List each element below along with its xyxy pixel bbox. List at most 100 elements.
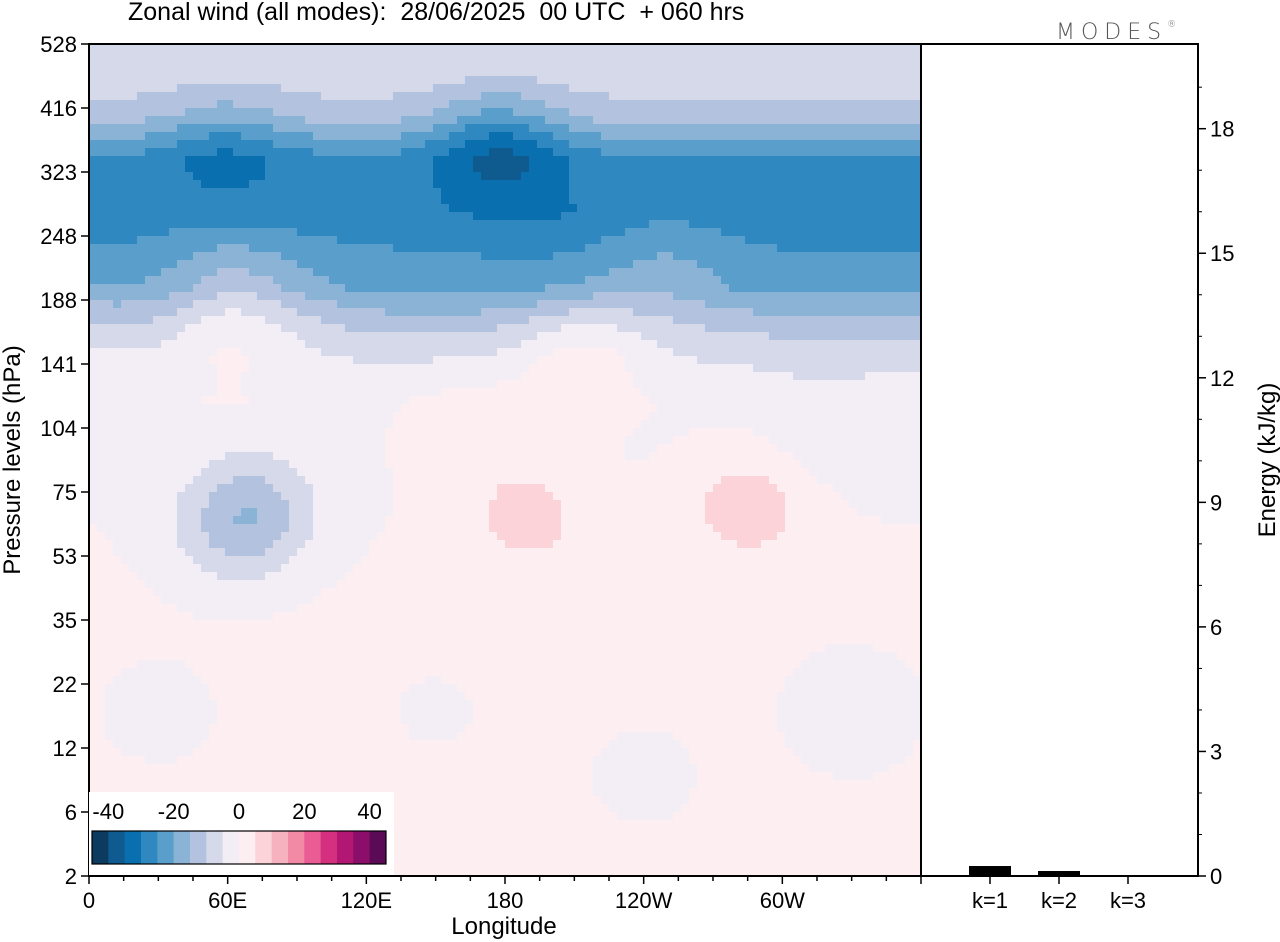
- heatmap-cell: [249, 212, 258, 221]
- heatmap-cell: [785, 380, 794, 389]
- heatmap-cell: [793, 132, 802, 141]
- heatmap-cell: [145, 148, 154, 157]
- heatmap-cell: [145, 236, 154, 245]
- heatmap-cell: [649, 300, 658, 309]
- heatmap-cell: [841, 132, 850, 141]
- heatmap-cell: [353, 148, 362, 157]
- heatmap-cell: [529, 308, 538, 317]
- heatmap-cell: [817, 324, 826, 333]
- heatmap-cell: [545, 92, 554, 101]
- heatmap-cell: [585, 180, 594, 189]
- heatmap-cell: [193, 68, 202, 77]
- heatmap-cell: [497, 380, 506, 389]
- heatmap-cell: [513, 180, 522, 189]
- heatmap-cell: [441, 252, 450, 261]
- heatmap-cell: [577, 84, 586, 93]
- heatmap-cell: [393, 52, 402, 61]
- heatmap-cell: [377, 276, 386, 285]
- heatmap-cell: [417, 340, 426, 349]
- heatmap-cell: [497, 260, 506, 269]
- heatmap-cell: [641, 180, 650, 189]
- heatmap-cell: [609, 396, 618, 405]
- heatmap-cell: [705, 332, 714, 341]
- heatmap-cell: [705, 252, 714, 261]
- heatmap-cell: [377, 228, 386, 237]
- heatmap-cell: [297, 276, 306, 285]
- heatmap-cell: [793, 284, 802, 293]
- heatmap-cell: [505, 108, 514, 117]
- heatmap-cell: [89, 372, 98, 381]
- heatmap-cell: [617, 292, 626, 301]
- heatmap-cell: [689, 364, 698, 373]
- heatmap-cell: [537, 412, 546, 421]
- heatmap-cell: [281, 76, 290, 85]
- heatmap-cell: [689, 116, 698, 125]
- heatmap-cell: [313, 420, 322, 429]
- heatmap-cell: [185, 156, 194, 165]
- heatmap-cell: [401, 284, 410, 293]
- heatmap-cell: [913, 284, 922, 293]
- heatmap-cell: [345, 276, 354, 285]
- heatmap-cell: [769, 100, 778, 109]
- heatmap-cell: [241, 364, 250, 373]
- heatmap-cell: [745, 364, 754, 373]
- heatmap-cell: [297, 164, 306, 173]
- heatmap-cell: [337, 52, 346, 61]
- heatmap-cell: [865, 164, 874, 173]
- heatmap-cell: [177, 316, 186, 325]
- heatmap-cell: [825, 140, 834, 149]
- heatmap-cell: [665, 44, 674, 53]
- heatmap-cell: [105, 348, 114, 357]
- heatmap-cell: [441, 260, 450, 269]
- heatmap-cell: [761, 100, 770, 109]
- heatmap-cell: [393, 396, 402, 405]
- heatmap-cell: [273, 236, 282, 245]
- heatmap-cell: [625, 348, 634, 357]
- heatmap-cell: [665, 284, 674, 293]
- heatmap-cell: [873, 60, 882, 69]
- heatmap-cell: [457, 140, 466, 149]
- heatmap-cell: [825, 260, 834, 269]
- heatmap-cell: [569, 404, 578, 413]
- heatmap-cell: [793, 300, 802, 309]
- heatmap-cell: [841, 108, 850, 117]
- heatmap-cell: [89, 52, 98, 61]
- heatmap-cell: [553, 356, 562, 365]
- heatmap-cell: [841, 388, 850, 397]
- heatmap-cell: [401, 268, 410, 277]
- heatmap-cell: [809, 140, 818, 149]
- heatmap-cell: [769, 292, 778, 301]
- heatmap-cell: [641, 132, 650, 141]
- heatmap-cell: [433, 68, 442, 77]
- heatmap-cell: [201, 292, 210, 301]
- heatmap-cell: [89, 292, 98, 301]
- heatmap-cell: [825, 204, 834, 213]
- heatmap-cell: [249, 220, 258, 229]
- heatmap-cell: [369, 364, 378, 373]
- heatmap-cell: [729, 92, 738, 101]
- heatmap-cell: [553, 188, 562, 197]
- heatmap-cell: [457, 84, 466, 93]
- heatmap-cell: [737, 228, 746, 237]
- heatmap-cell: [785, 356, 794, 365]
- heatmap-cell: [593, 228, 602, 237]
- heatmap-cell: [137, 148, 146, 157]
- heatmap-cell: [769, 236, 778, 245]
- heatmap-cell: [145, 348, 154, 357]
- heatmap-cell: [313, 268, 322, 277]
- heatmap-cell: [425, 244, 434, 253]
- heatmap-cell: [257, 180, 266, 189]
- heatmap-cell: [265, 76, 274, 85]
- heatmap-cell: [705, 260, 714, 269]
- heatmap-cell: [393, 404, 402, 413]
- heatmap-cell: [89, 380, 98, 389]
- heatmap-cell: [793, 364, 802, 373]
- heatmap-cell: [889, 188, 898, 197]
- heatmap-cell: [697, 44, 706, 53]
- heatmap-cell: [177, 404, 186, 413]
- heatmap-cell: [857, 84, 866, 93]
- heatmap-cell: [105, 308, 114, 317]
- heatmap-cell: [457, 164, 466, 173]
- heatmap-cell: [801, 292, 810, 301]
- heatmap-cell: [609, 172, 618, 181]
